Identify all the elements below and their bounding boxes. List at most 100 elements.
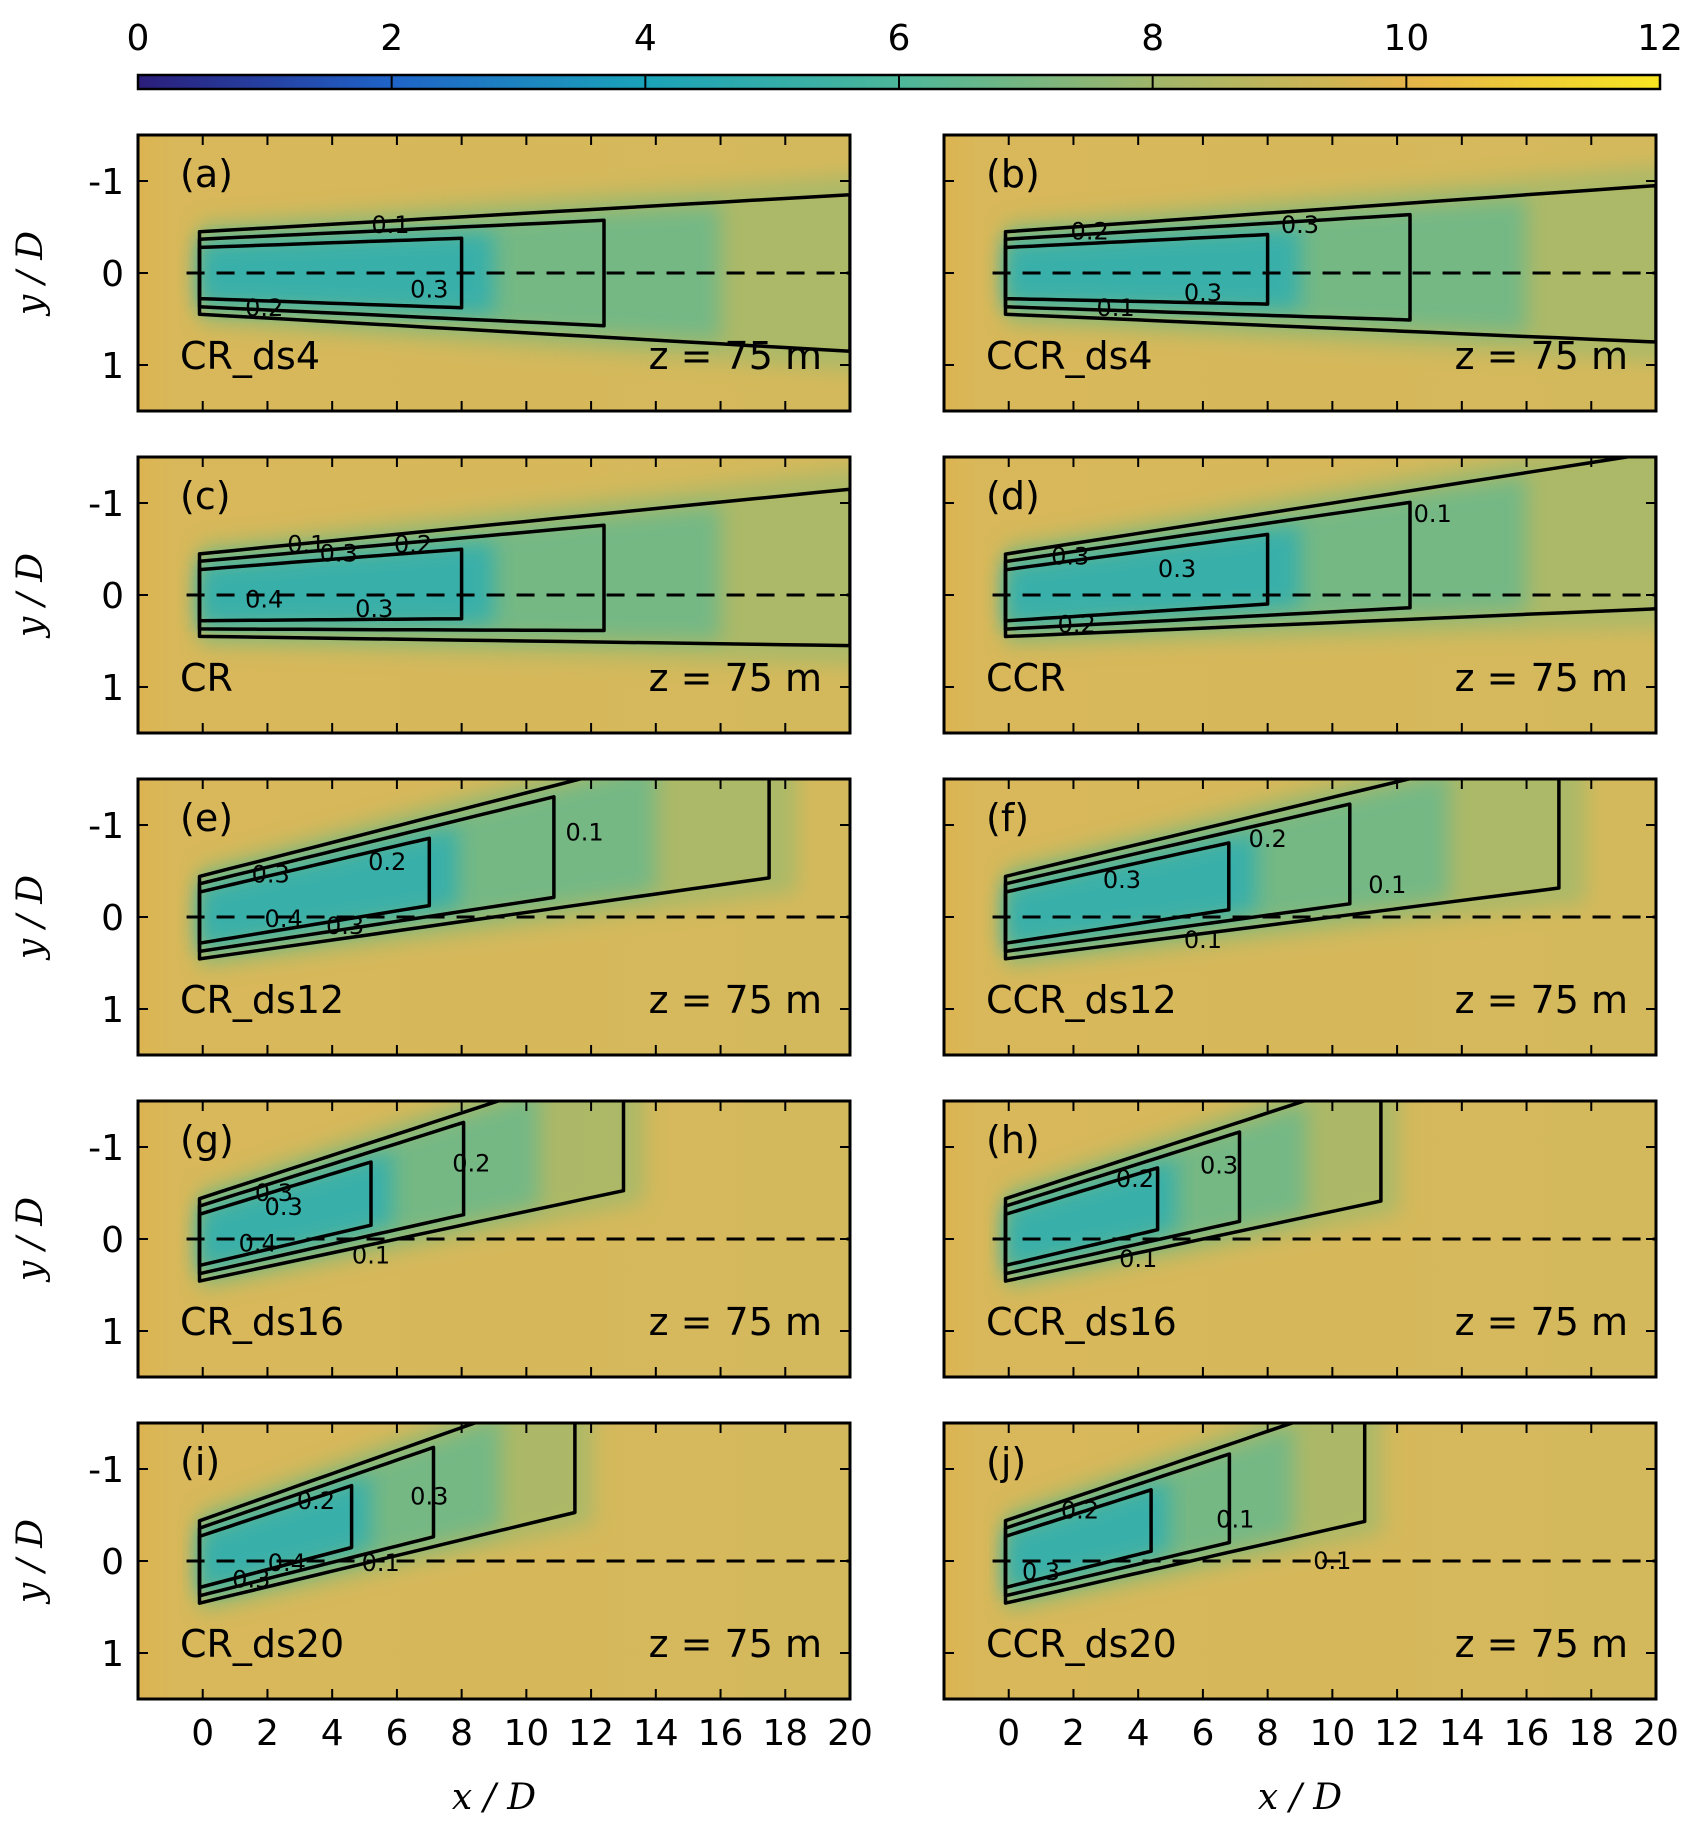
- x-tick-label: 10: [1309, 1713, 1355, 1754]
- y-tick-label: 0: [101, 576, 124, 617]
- x-tick-label: 20: [1633, 1713, 1679, 1754]
- x-tick-label: 14: [633, 1713, 679, 1754]
- contour-label: 0.3: [326, 912, 364, 940]
- contour-line: [197, 236, 464, 310]
- contour-label: 0.1: [1184, 926, 1222, 954]
- wake-deep-core: [199, 1475, 371, 1591]
- y-tick-label: 0: [101, 1542, 124, 1583]
- contour-line: [1003, 212, 1412, 322]
- panel-letter: (c): [180, 474, 231, 518]
- contour-label: 0.2: [297, 1487, 335, 1515]
- contour-line: [1003, 1423, 1367, 1605]
- y-tick-label: -1: [88, 162, 124, 203]
- x-tick-label: 8: [1256, 1713, 1279, 1754]
- x-tick-label: 20: [827, 1713, 873, 1754]
- x-tick-label: 14: [1439, 1713, 1485, 1754]
- y-tick-label: -1: [88, 1450, 124, 1491]
- x-axis-title: x / D: [1258, 1777, 1342, 1818]
- contour-line: [197, 1423, 577, 1605]
- contour-line: [1003, 457, 1656, 639]
- colorbar-tick-label: 8: [1141, 18, 1164, 59]
- y-tick-label: 0: [101, 898, 124, 939]
- contour-label: 0.3: [1158, 555, 1196, 583]
- contour-label: 0.2: [368, 848, 406, 876]
- colorbar-ticks: 0 2 4 6 8 10 12: [127, 18, 1683, 89]
- height-label: z = 75 m: [649, 334, 822, 378]
- panel-a: 0.1 0.3 0.2 -1 0 1 y / D (a) CR_ds4 z = 75 m: [10, 133, 852, 413]
- case-label: CR: [180, 656, 233, 700]
- panel-letter: (h): [986, 1118, 1040, 1162]
- case-label: CCR_ds16: [986, 1300, 1177, 1344]
- panel-d: 0.1 0.3 0.3 0.2 (d) CCR z = 75 m: [942, 455, 1658, 735]
- colorbar-tick-label: 10: [1383, 18, 1429, 59]
- colorbar-tick-label: 0: [127, 18, 150, 59]
- case-label: CCR_ds4: [986, 334, 1153, 378]
- height-label: z = 75 m: [1455, 1300, 1628, 1344]
- x-tick-label: 18: [762, 1713, 808, 1754]
- x-tick-label: 0: [191, 1713, 214, 1754]
- contour-label: 0.3: [320, 540, 358, 568]
- y-tick-label: -1: [88, 1128, 124, 1169]
- contour-line: [1003, 1166, 1160, 1268]
- y-axis-title: y / D: [10, 875, 51, 961]
- height-label: z = 75 m: [649, 1300, 822, 1344]
- case-label: CCR_ds20: [986, 1622, 1177, 1666]
- contour-line: [1003, 1488, 1153, 1590]
- colorbar-tick-label: 4: [634, 18, 657, 59]
- contour-line: [1003, 232, 1270, 306]
- panel-f: 0.2 0.3 0.1 0.1 (f) CCR_ds12 z = 75 m: [942, 777, 1658, 1057]
- contour-label: 0.4: [265, 905, 303, 933]
- contour-label: 0.2: [452, 1150, 490, 1178]
- x-tick-label: 4: [321, 1713, 344, 1754]
- case-label: CR_ds12: [180, 978, 344, 1022]
- contour-label: 0.3: [1184, 279, 1222, 307]
- contour-line: [197, 779, 771, 961]
- x-tick-label: 2: [1062, 1713, 1085, 1754]
- x-axis-title: x / D: [452, 1777, 536, 1818]
- colorbar-tick-label: 12: [1637, 18, 1683, 59]
- y-tick-label: 1: [101, 990, 124, 1031]
- case-label: CCR_ds12: [986, 978, 1177, 1022]
- contour-label: 0.3: [265, 1193, 303, 1221]
- contour-line: [197, 487, 850, 648]
- contour-label: 0.3: [255, 1179, 293, 1207]
- contour-line: [197, 1160, 373, 1268]
- panel-letter: (f): [986, 796, 1029, 840]
- x-tick-label: 0: [997, 1713, 1020, 1754]
- x-tick-label: 4: [1127, 1713, 1150, 1754]
- contour-label: 0.3: [355, 595, 393, 623]
- contour-line: [197, 218, 606, 328]
- contour-line: [1003, 1130, 1242, 1276]
- y-axis-title: y / D: [10, 1519, 51, 1605]
- y-axis-title: y / D: [10, 1197, 51, 1283]
- colorbar: 0 2 4 6 8 10 12: [127, 18, 1683, 91]
- height-label: z = 75 m: [649, 656, 822, 700]
- contour-label: 0.4: [239, 1230, 277, 1258]
- contour-label: 0.1: [352, 1242, 390, 1270]
- contour-label: 0.2: [1061, 1496, 1099, 1524]
- contour-label: 0.1: [1096, 294, 1134, 322]
- y-tick-label: 1: [101, 1312, 124, 1353]
- contour-label: 0.3: [232, 1565, 270, 1593]
- contour-line: [197, 1483, 354, 1590]
- y-tick-label: 0: [101, 1220, 124, 1261]
- height-label: z = 75 m: [649, 978, 822, 1022]
- x-tick-label: 2: [256, 1713, 279, 1754]
- panel-h: 0.2 0.3 0.1 (h) CCR_ds16 z = 75 m: [942, 1099, 1658, 1379]
- contour-label: 0.1: [362, 1549, 400, 1577]
- y-tick-label: 1: [101, 346, 124, 387]
- x-tick-label: 10: [503, 1713, 549, 1754]
- contour-label: 0.3: [1022, 1558, 1060, 1586]
- colorbar-tick-label: 2: [380, 18, 403, 59]
- x-tick-label: 16: [698, 1713, 744, 1754]
- contour-label: 0.1: [1414, 500, 1452, 528]
- contour-label: 0.3: [1281, 211, 1319, 239]
- contour-label: 0.4: [245, 586, 283, 614]
- height-label: z = 75 m: [1455, 978, 1628, 1022]
- panel-e: 0.1 0.3 0.2 0.4 0.3 -1 0 1 y / D (e) CR_ds12 z = 75…: [10, 777, 852, 1057]
- wake-deep-core: [1005, 525, 1300, 625]
- contour-line: [1003, 1452, 1232, 1598]
